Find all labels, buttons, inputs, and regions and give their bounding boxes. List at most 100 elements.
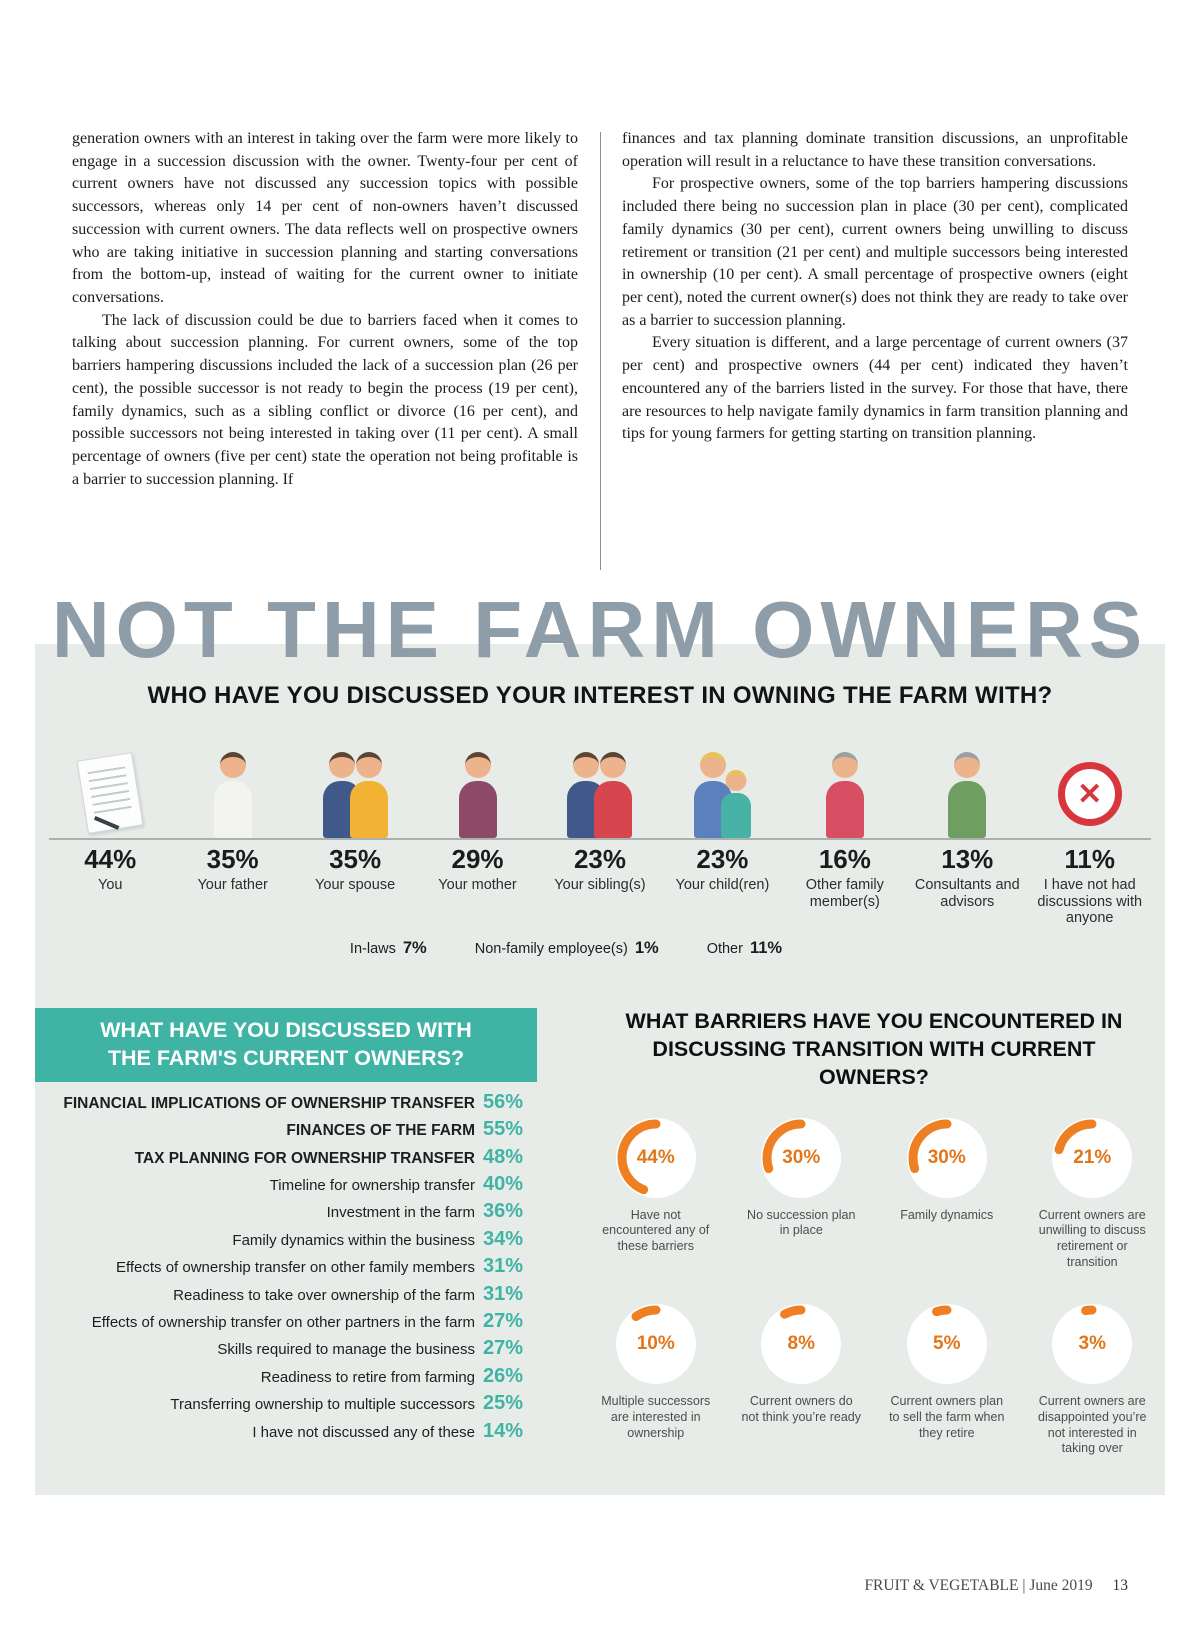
topic-label: Effects of ownership transfer on other p…	[91, 1314, 475, 1332]
donut-percentage: 21%	[1073, 1146, 1112, 1168]
discussed-with-item-father: 35% Your father	[171, 728, 293, 927]
donut-label: Current owners are disappointed you’re n…	[1038, 1394, 1147, 1456]
secondary-item: Other 11%	[707, 939, 782, 958]
category-label: Consultants and advisors	[914, 877, 1020, 910]
category-label: Your mother	[438, 877, 517, 893]
percentage-value: 13%	[941, 844, 994, 874]
donut-percentage: 30%	[782, 1146, 821, 1168]
topic-row: TAX PLANNING FOR OWNERSHIP TRANSFER 48%	[35, 1146, 537, 1173]
paragraph: finances and tax planning dominate trans…	[622, 130, 1128, 170]
percentage-value: 11%	[1064, 844, 1116, 874]
document-icon	[76, 752, 144, 834]
percentage-value: 35%	[206, 844, 259, 874]
topic-row: Transferring ownership to multiple succe…	[35, 1392, 537, 1419]
donut-grid: 44% Have not encountered any of these ba…	[583, 1116, 1165, 1457]
percentage-value: 23%	[573, 844, 626, 874]
donut-chart: 44%	[614, 1116, 698, 1200]
footer-text: FRUIT & VEGETABLE | June 2019	[864, 1577, 1093, 1594]
discussed-with-secondary-row: In-laws 7% Non-family employee(s) 1% Oth…	[1, 939, 1131, 958]
topic-value: 27%	[483, 1337, 524, 1360]
article-body: generation owners with an interest in ta…	[0, 0, 1200, 580]
topic-row: Timeline for ownership transfer 40%	[35, 1173, 537, 1200]
siblings-icon	[567, 752, 633, 838]
paragraph: For prospective owners, some of the top …	[622, 175, 1128, 329]
topic-value: 31%	[483, 1255, 524, 1278]
red-x-icon	[1057, 762, 1122, 826]
paragraph: The lack of discussion could be due to b…	[72, 311, 578, 488]
topic-value: 55%	[483, 1118, 524, 1141]
barrier-donut: 44% Have not encountered any of these ba…	[583, 1116, 729, 1271]
topic-value: 26%	[483, 1364, 524, 1387]
donut-chart: 30%	[759, 1116, 843, 1200]
topic-value: 36%	[483, 1200, 524, 1223]
category-label: Your father	[197, 877, 268, 893]
percentage-value: 35%	[329, 844, 382, 874]
topic-row: Investment in the farm 36%	[35, 1200, 537, 1227]
topic-label: TAX PLANNING FOR OWNERSHIP TRANSFER	[134, 1149, 475, 1167]
article-column-right: finances and tax planning dominate trans…	[622, 128, 1128, 580]
donut-chart: 30%	[905, 1116, 989, 1200]
category-label: I have not had discussions with anyone	[1037, 877, 1143, 927]
discussed-topics-title: WHAT HAVE YOU DISCUSSED WITH THE FARM'S …	[35, 1008, 537, 1082]
infographic-title: NOT THE FARM OWNERS	[51, 585, 1149, 674]
topic-value: 34%	[483, 1227, 524, 1250]
topic-value: 40%	[483, 1173, 524, 1196]
barrier-donut: 10% Multiple successors are interested i…	[583, 1302, 729, 1457]
infographic-section: NOT THE FARM OWNERS WHO HAVE YOU DISCUSS…	[35, 580, 1165, 1495]
percentage-value: 29%	[451, 844, 504, 874]
paragraph: generation owners with an interest in ta…	[72, 130, 578, 307]
category-label: Other family member(s)	[805, 877, 884, 910]
barriers-title: WHAT BARRIERS HAVE YOU ENCOUNTERED IN DI…	[625, 1009, 1123, 1089]
children-icon	[693, 752, 751, 838]
donut-label: Current owners are unwilling to discuss …	[1038, 1207, 1146, 1269]
donut-chart: 10%	[614, 1302, 698, 1386]
topic-row: Readiness to take over ownership of the …	[35, 1283, 537, 1310]
topic-value: 27%	[483, 1310, 524, 1333]
topic-label: I have not discussed any of these	[252, 1423, 475, 1441]
donut-percentage: 3%	[1078, 1333, 1106, 1355]
donut-percentage: 8%	[787, 1333, 815, 1355]
category-label: Your spouse	[315, 877, 396, 893]
secondary-label: Other	[706, 941, 743, 958]
topic-label: Timeline for ownership transfer	[269, 1177, 475, 1195]
secondary-value: 7%	[402, 939, 427, 958]
percentage-value: 44%	[84, 844, 137, 874]
donut-label: Have not encountered any of these barrie…	[602, 1207, 710, 1254]
topic-label: Investment in the farm	[326, 1204, 475, 1222]
category-label: Your sibling(s)	[554, 877, 646, 893]
discussed-with-row: 44% You 35% Your father 35%	[49, 728, 1151, 927]
barrier-donut: 5% Current owners plan to sell the farm …	[874, 1302, 1020, 1457]
percentage-value: 16%	[818, 844, 871, 874]
topic-label: Readiness to take over ownership of the …	[173, 1286, 475, 1304]
paragraph: Every situation is different, and a larg…	[622, 334, 1128, 443]
topic-label: Readiness to retire from farming	[260, 1368, 475, 1386]
article-column-left: generation owners with an interest in ta…	[72, 128, 578, 580]
topic-value: 56%	[483, 1090, 524, 1113]
secondary-label: Non-family employee(s)	[474, 941, 628, 958]
donut-chart: 5%	[905, 1302, 989, 1386]
topic-row: Effects of ownership transfer on other f…	[35, 1255, 537, 1282]
donut-label: Multiple successors are interested in ow…	[601, 1394, 711, 1440]
discussed-with-item-consultants: 13% Consultants and advisors	[906, 728, 1028, 927]
donut-percentage: 44%	[636, 1146, 675, 1168]
topic-row: Family dynamics within the business 34%	[35, 1228, 537, 1255]
page-footer: FRUIT & VEGETABLE | June 2019 13	[864, 1577, 1128, 1595]
discussed-with-item-siblings: 23% Your sibling(s)	[539, 728, 661, 927]
topic-row: FINANCIAL IMPLICATIONS OF OWNERSHIP TRAN…	[35, 1091, 537, 1118]
barrier-donut: 8% Current owners do not think you’re re…	[729, 1302, 875, 1457]
barrier-donut: 21% Current owners are unwilling to disc…	[1020, 1116, 1166, 1271]
discussed-with-item-spouse: 35% Your spouse	[294, 728, 416, 927]
topic-row: FINANCES OF THE FARM 55%	[35, 1118, 537, 1145]
donut-percentage: 5%	[933, 1333, 961, 1355]
donut-label: No succession plan in place	[747, 1207, 856, 1238]
other-family-person-icon	[825, 752, 864, 838]
secondary-item: Non-family employee(s) 1%	[475, 939, 659, 958]
secondary-item: In-laws 7%	[350, 939, 427, 958]
topic-row: Effects of ownership transfer on other p…	[35, 1310, 537, 1337]
topic-label: Family dynamics within the business	[232, 1231, 475, 1249]
page-number: 13	[1112, 1577, 1129, 1594]
topic-value: 25%	[483, 1392, 524, 1415]
percentage-value: 23%	[696, 844, 749, 874]
topic-label: FINANCIAL IMPLICATIONS OF OWNERSHIP TRAN…	[63, 1094, 475, 1112]
